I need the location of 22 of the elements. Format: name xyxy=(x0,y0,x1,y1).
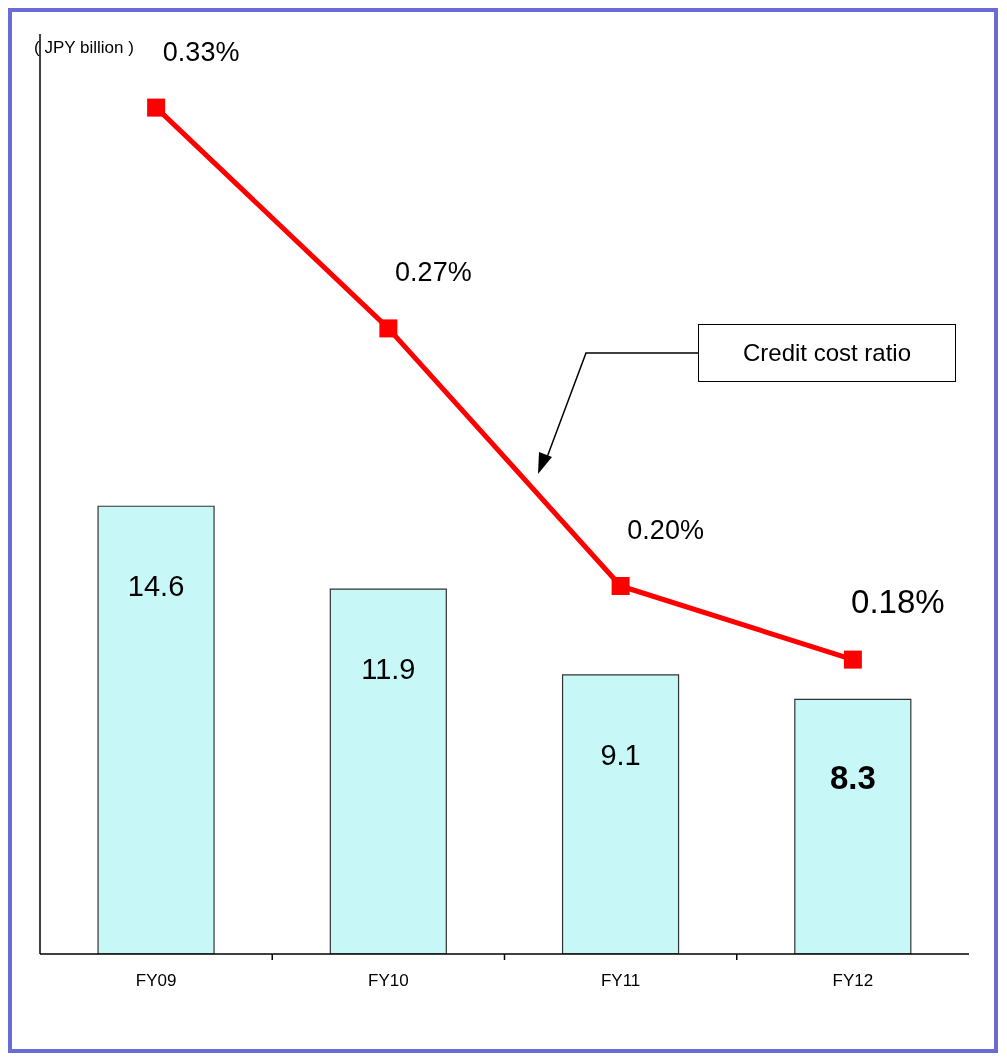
y-axis-title: ( JPY billion ) xyxy=(34,38,134,58)
data-label: 0.27% xyxy=(395,257,472,288)
point xyxy=(843,650,862,669)
bar xyxy=(97,505,215,954)
x-tick-label: FY12 xyxy=(832,971,874,991)
point xyxy=(611,577,630,595)
data-label: 0.18% xyxy=(851,582,945,620)
point xyxy=(147,98,166,117)
x-tick-label: FY09 xyxy=(135,971,177,991)
data-label: 11.9 xyxy=(361,653,416,686)
bar xyxy=(794,698,912,954)
bar xyxy=(329,588,447,954)
data-label: 9.1 xyxy=(600,738,641,771)
data-label: 0.33% xyxy=(162,36,240,67)
x-tick-label: FY11 xyxy=(600,971,641,991)
data-label: 0.20% xyxy=(627,515,704,545)
data-label: 8.3 xyxy=(829,759,876,797)
point xyxy=(379,319,398,338)
bar xyxy=(561,674,680,954)
callout-box: Credit cost ratio xyxy=(698,324,956,382)
x-tick-label: FY10 xyxy=(368,971,409,991)
data-label: 14.6 xyxy=(127,570,185,603)
